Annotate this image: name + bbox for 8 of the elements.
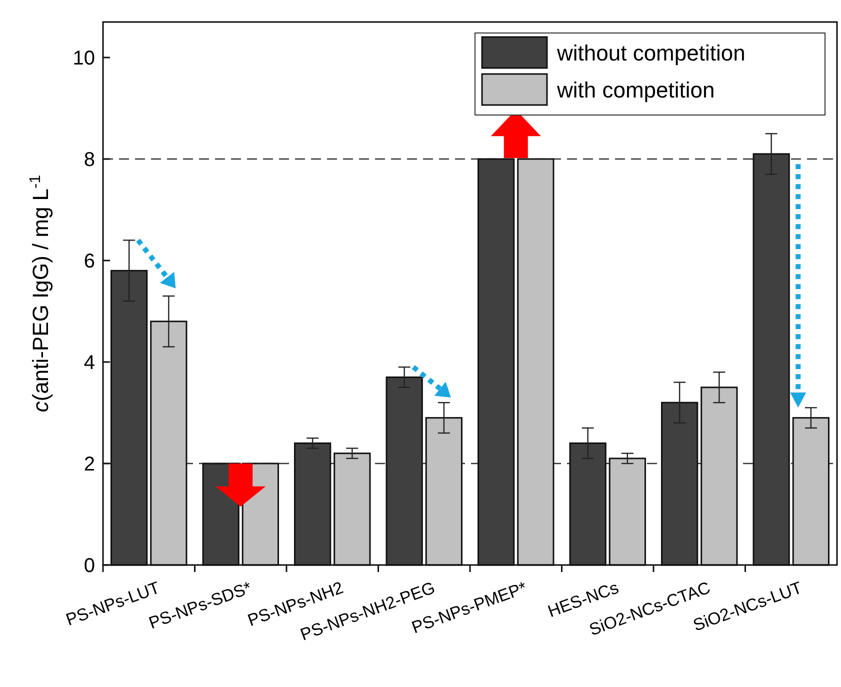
y-tick-label: 0 [84,555,95,577]
legend-label: without competition [556,40,746,66]
legend-label: with competition [556,78,715,103]
y-tick-label: 10 [72,48,95,70]
y-tick-label: 6 [84,250,95,273]
y-tick-label: 2 [84,454,95,476]
y-tick-label: 8 [84,149,95,172]
y-tick-label: 4 [84,352,95,374]
